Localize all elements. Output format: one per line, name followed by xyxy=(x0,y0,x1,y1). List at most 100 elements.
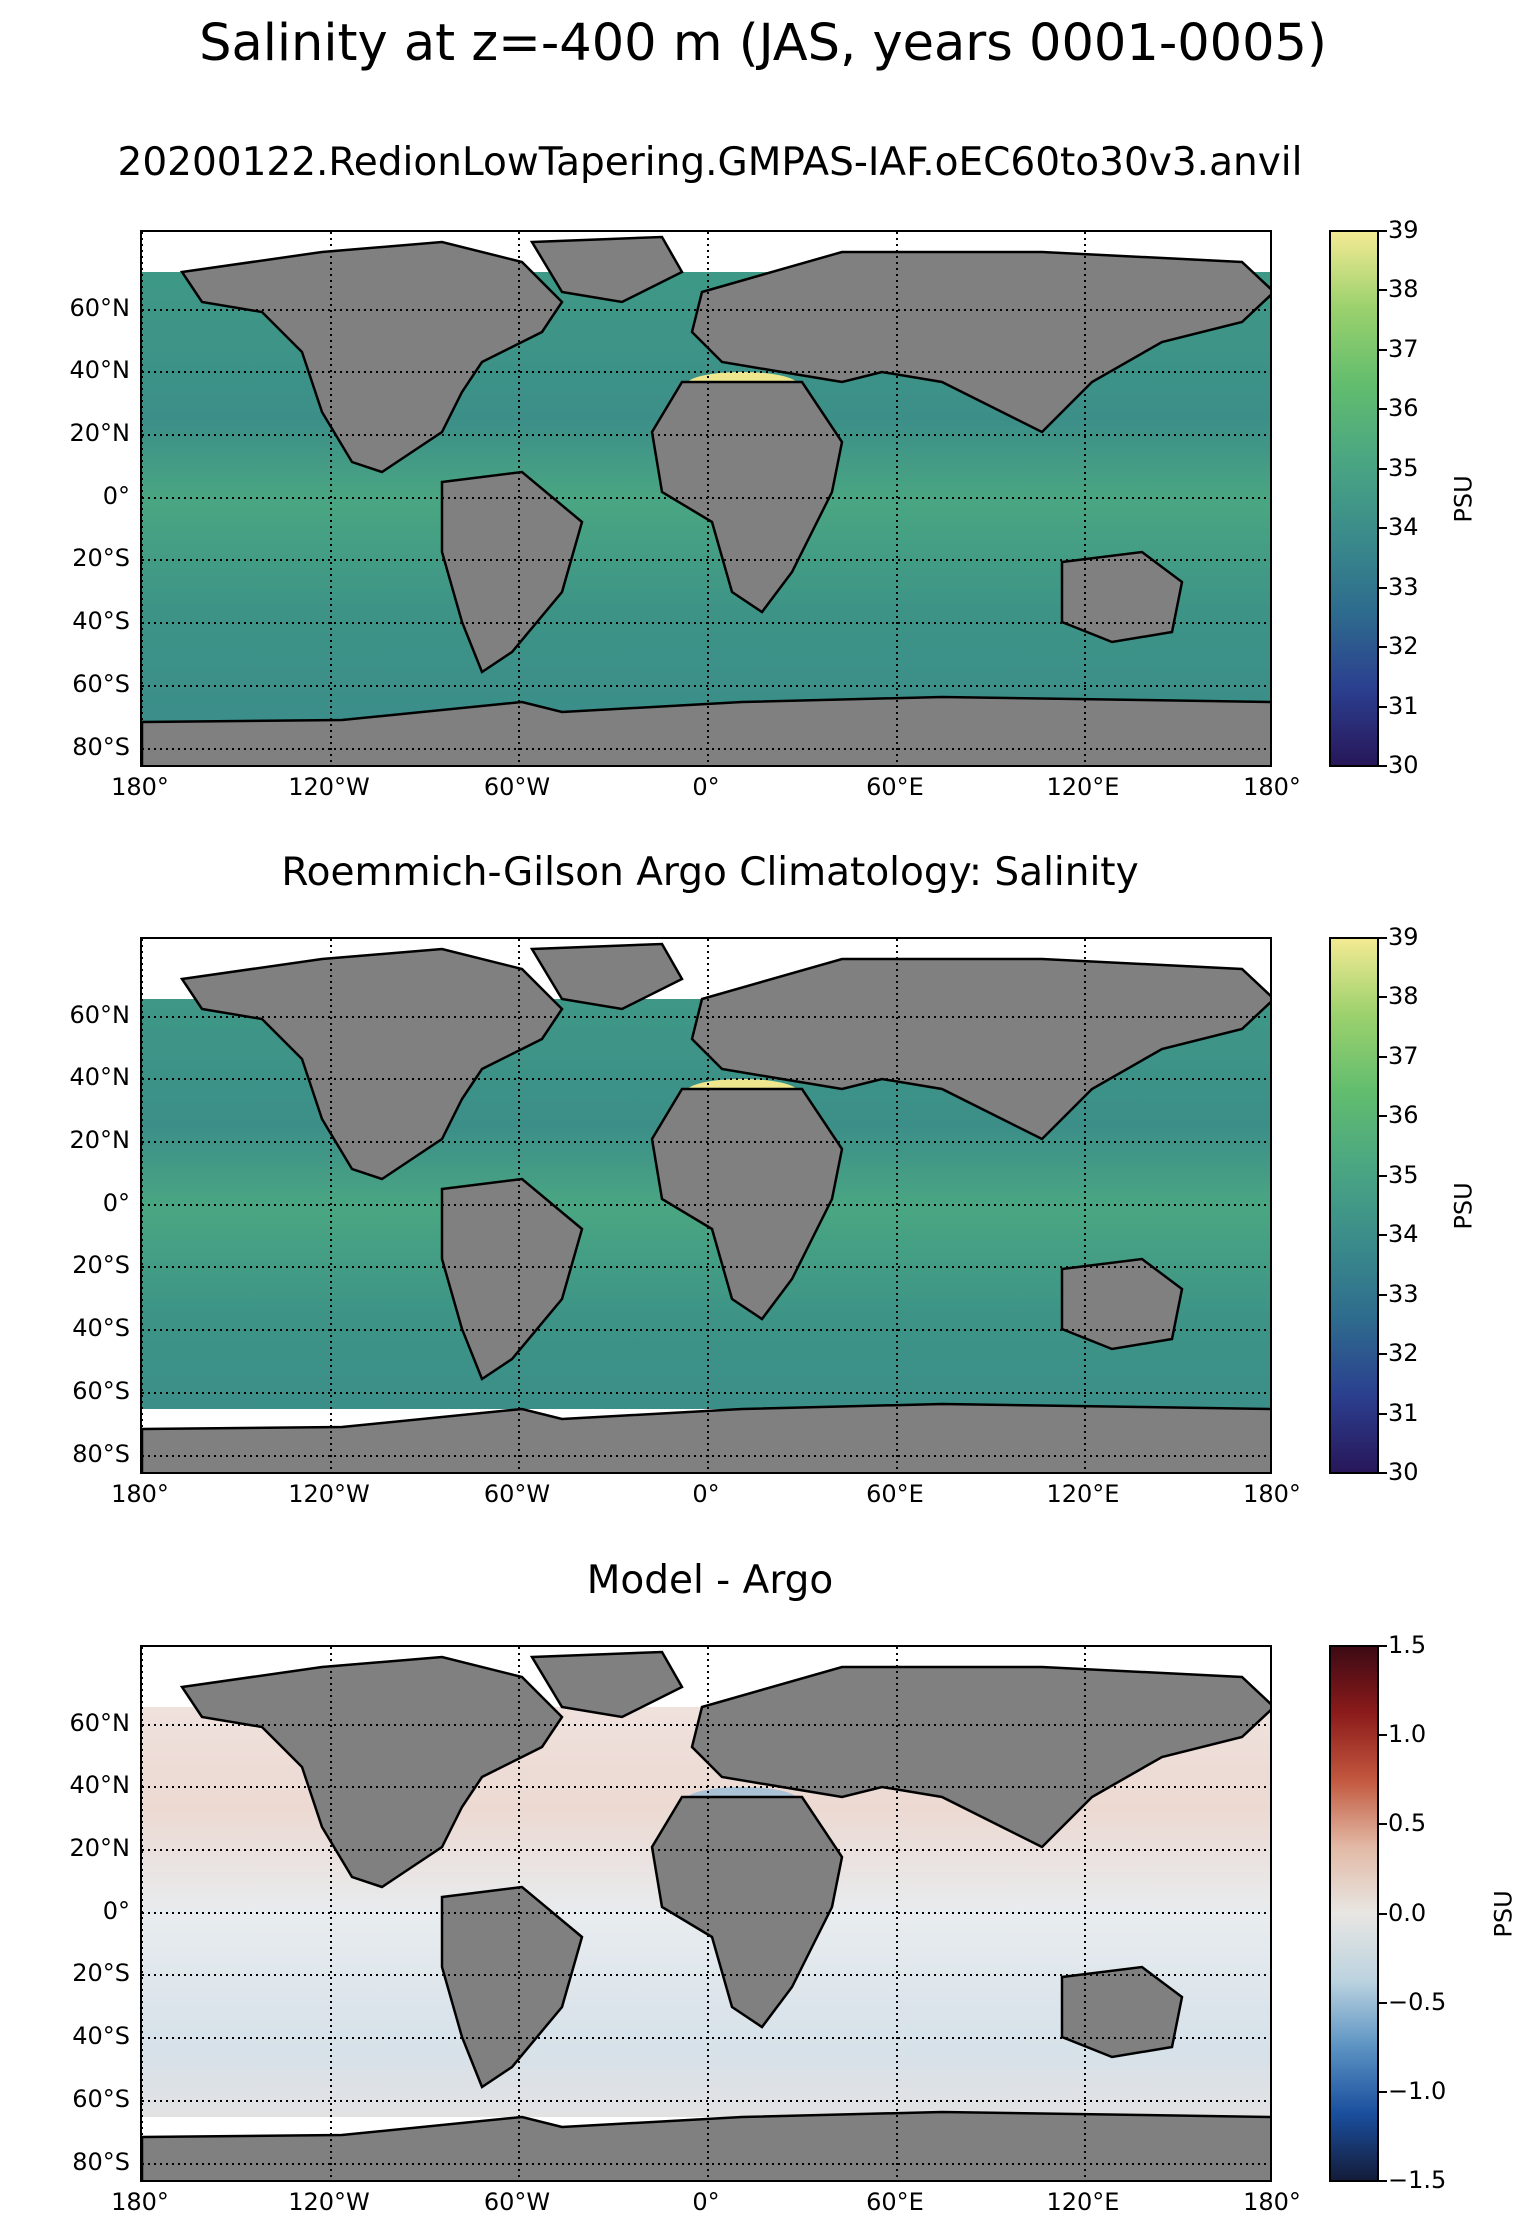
map-plot xyxy=(142,1647,1270,2180)
colorbar-tick xyxy=(1379,527,1387,530)
colorbar xyxy=(1329,937,1379,1474)
latitude-label: 20°S xyxy=(72,1251,130,1279)
latitude-label: 0° xyxy=(102,482,130,510)
panel-title: Roemmich-Gilson Argo Climatology: Salini… xyxy=(281,850,1139,895)
colorbar-tick-label: 0.0 xyxy=(1388,1898,1427,1927)
colorbar-tick-label: 39 xyxy=(1388,216,1419,244)
landmass xyxy=(440,470,584,674)
latitude-label: 0° xyxy=(102,1897,130,1925)
colorbar-tick-label: 0.5 xyxy=(1388,1809,1427,1838)
longitude-label: 60°E xyxy=(866,2188,924,2216)
map-panel xyxy=(140,937,1272,1474)
colorbar-tick xyxy=(1379,408,1387,411)
colorbar-tick xyxy=(1379,2090,1387,2093)
colorbar xyxy=(1329,230,1379,767)
latitude-label: 80°S xyxy=(72,1440,130,1468)
latitude-label: 40°N xyxy=(69,1771,131,1799)
colorbar-tick-label: 30 xyxy=(1388,1458,1419,1486)
longitude-label: 120°E xyxy=(1046,2188,1120,2216)
landmass xyxy=(690,250,1270,434)
landmass xyxy=(690,1665,1270,1849)
longitude-label: 60°E xyxy=(866,1480,924,1508)
longitude-label: 120°E xyxy=(1046,1480,1120,1508)
colorbar-tick xyxy=(1379,996,1387,999)
colorbar-tick-label: 37 xyxy=(1388,334,1419,363)
colorbar-tick xyxy=(1379,1734,1387,1737)
latitude-label: 60°N xyxy=(69,1709,131,1737)
latitude-label: 80°S xyxy=(72,733,130,761)
colorbar-tick xyxy=(1379,1293,1387,1296)
colorbar-tick-label: 35 xyxy=(1388,1160,1419,1189)
longitude-label: 0° xyxy=(692,1480,720,1508)
panel-title: 20200122.RedionLowTapering.GMPAS-IAF.oEC… xyxy=(117,140,1303,185)
colorbar xyxy=(1329,1645,1379,2182)
colorbar-tick xyxy=(1379,230,1387,232)
latitude-label: 80°S xyxy=(72,2148,130,2176)
colorbar-tick xyxy=(1379,646,1387,649)
landmass xyxy=(179,1655,564,1889)
latitude-label: 20°N xyxy=(69,1126,131,1154)
colorbar-tick-label: 32 xyxy=(1388,1339,1419,1368)
longitude-label: 120°W xyxy=(288,773,370,801)
colorbar-tick-label: 31 xyxy=(1388,691,1419,720)
landmass xyxy=(179,240,564,474)
colorbar-label: PSU xyxy=(1449,1181,1478,1230)
longitude-label: 180° xyxy=(1243,773,1301,801)
longitude-label: 180° xyxy=(1243,1480,1301,1508)
colorbar-tick-label: 38 xyxy=(1388,275,1419,304)
figure-title: Salinity at z=-400 m (JAS, years 0001-00… xyxy=(199,14,1327,73)
colorbar-tick xyxy=(1379,937,1387,939)
landmass xyxy=(440,1885,584,2089)
latitude-label: 20°S xyxy=(72,544,130,572)
latitude-label: 40°S xyxy=(72,2022,130,2050)
longitude-label: 60°W xyxy=(483,2188,551,2216)
colorbar-tick xyxy=(1379,1912,1387,1915)
colorbar-tick xyxy=(1379,2180,1387,2182)
map-plot xyxy=(142,232,1270,765)
colorbar-tick-label: 36 xyxy=(1388,1101,1419,1130)
landmass xyxy=(690,957,1270,1141)
longitude-label: 180° xyxy=(111,2188,169,2216)
colorbar-tick-label: 31 xyxy=(1388,1398,1419,1427)
colorbar-tick xyxy=(1379,1234,1387,1237)
latitude-label: 60°N xyxy=(69,294,131,322)
colorbar-tick-label: 32 xyxy=(1388,632,1419,661)
colorbar-tick-label: 37 xyxy=(1388,1041,1419,1070)
latitude-label: 40°N xyxy=(69,356,131,384)
colorbar-label: PSU xyxy=(1489,1889,1518,1938)
colorbar-tick xyxy=(1379,1823,1387,1826)
landmass xyxy=(650,1087,844,1321)
panel-title: Model - Argo xyxy=(586,1558,834,1603)
latitude-label: 20°N xyxy=(69,1834,131,1862)
latitude-label: 20°N xyxy=(69,419,131,447)
colorbar-tick-label: −1.5 xyxy=(1388,2166,1447,2194)
landmass xyxy=(529,942,684,1011)
landmass xyxy=(179,947,564,1181)
colorbar-tick xyxy=(1379,1645,1387,1647)
colorbar-tick xyxy=(1379,467,1387,470)
longitude-label: 180° xyxy=(111,1480,169,1508)
latitude-label: 60°S xyxy=(72,670,130,698)
longitude-label: 60°E xyxy=(866,773,924,801)
map-panel xyxy=(140,230,1272,767)
colorbar-tick-label: 36 xyxy=(1388,394,1419,423)
colorbar-tick-label: 33 xyxy=(1388,1279,1419,1308)
map-plot xyxy=(142,939,1270,1472)
landmass xyxy=(440,1177,584,1381)
longitude-label: 120°W xyxy=(288,1480,370,1508)
colorbar-label: PSU xyxy=(1449,474,1478,523)
colorbar-tick xyxy=(1379,1353,1387,1356)
colorbar-tick-label: −1.0 xyxy=(1388,2076,1447,2105)
latitude-label: 40°N xyxy=(69,1063,131,1091)
latitude-label: 60°S xyxy=(72,2085,130,2113)
landmass xyxy=(650,380,844,614)
colorbar-tick xyxy=(1379,1115,1387,1118)
colorbar-tick xyxy=(1379,348,1387,351)
colorbar-tick xyxy=(1379,2001,1387,2004)
longitude-label: 120°W xyxy=(288,2188,370,2216)
latitude-label: 60°N xyxy=(69,1001,131,1029)
longitude-label: 180° xyxy=(1243,2188,1301,2216)
longitude-label: 60°W xyxy=(483,1480,551,1508)
colorbar-tick xyxy=(1379,289,1387,292)
colorbar-tick xyxy=(1379,1472,1387,1474)
